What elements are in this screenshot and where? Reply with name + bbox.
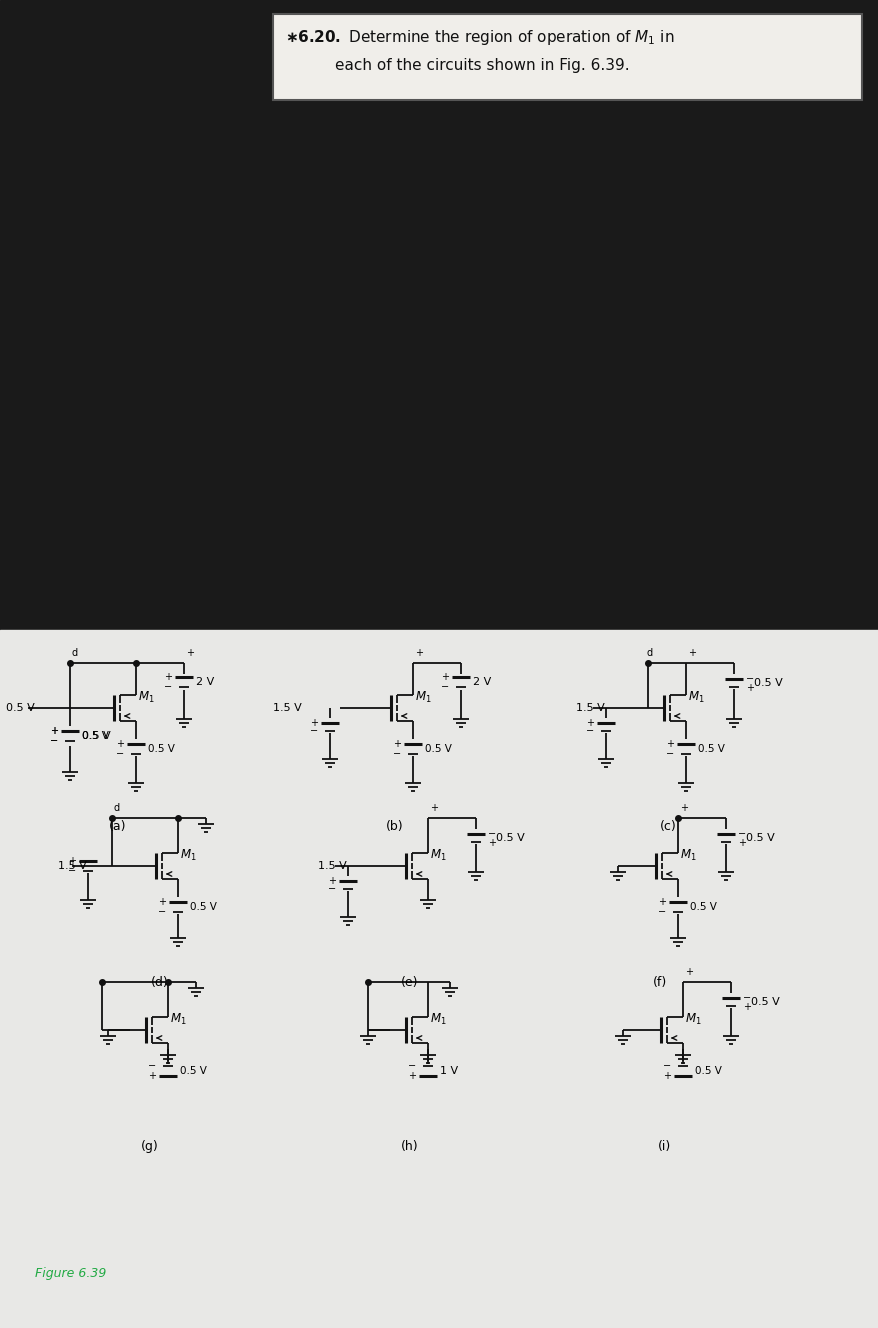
Text: +: + (429, 803, 437, 813)
Text: +: + (392, 738, 400, 749)
Text: $M_1$: $M_1$ (680, 847, 696, 863)
Text: +: + (441, 672, 449, 683)
FancyBboxPatch shape (273, 15, 861, 100)
Text: 0.5 V: 0.5 V (753, 679, 782, 688)
Text: 0.5 V: 0.5 V (190, 902, 217, 912)
Text: +: + (50, 726, 58, 736)
Text: −: − (487, 829, 495, 839)
Text: (i): (i) (658, 1139, 671, 1153)
Text: 1.5 V: 1.5 V (58, 861, 87, 871)
Text: +: + (327, 876, 335, 886)
Text: +: + (666, 738, 673, 749)
Text: 0.5 V: 0.5 V (148, 744, 175, 754)
Text: +: + (414, 648, 422, 657)
Text: $\mathbf{\ast6.20.}$ Determine the region of operation of $M_1$ in: $\mathbf{\ast6.20.}$ Determine the regio… (284, 28, 673, 46)
Text: $M_1$: $M_1$ (429, 1012, 446, 1027)
Text: $M_1$: $M_1$ (180, 847, 197, 863)
Text: +: + (116, 738, 124, 749)
Text: +: + (164, 672, 172, 683)
Bar (0, 0, 878, 633)
Text: $M_1$: $M_1$ (684, 1012, 701, 1027)
Text: 0.5 V: 0.5 V (6, 703, 35, 713)
Text: +: + (158, 896, 166, 907)
Text: (d): (d) (151, 976, 169, 989)
Text: Figure 6.39: Figure 6.39 (35, 1267, 106, 1280)
Text: +: + (186, 648, 194, 657)
Text: −: − (158, 907, 166, 918)
Text: (c): (c) (658, 819, 675, 833)
Text: +: + (487, 838, 495, 849)
Text: 1.5 V: 1.5 V (318, 861, 346, 871)
Text: 0.5 V: 0.5 V (82, 730, 111, 741)
Text: 0.5 V: 0.5 V (697, 744, 724, 754)
Text: −: − (738, 829, 745, 839)
Text: +: + (745, 683, 753, 693)
Text: 0.5 V: 0.5 V (82, 730, 109, 741)
Text: (g): (g) (141, 1139, 159, 1153)
Text: −: − (742, 993, 751, 1003)
Text: each of the circuits shown in Fig. 6.39.: each of the circuits shown in Fig. 6.39. (335, 58, 629, 73)
Text: $M_1$: $M_1$ (429, 847, 446, 863)
Text: 0.5 V: 0.5 V (180, 1066, 206, 1076)
Text: 2 V: 2 V (196, 677, 214, 687)
Text: (a): (a) (109, 819, 126, 833)
Text: +: + (658, 896, 666, 907)
Text: +: + (407, 1070, 415, 1081)
Text: 1 V: 1 V (440, 1066, 457, 1076)
Text: −: − (586, 726, 594, 736)
Text: +: + (680, 803, 687, 813)
Text: −: − (50, 736, 58, 746)
Text: +: + (586, 718, 594, 728)
Text: −: − (407, 1061, 415, 1070)
Text: +: + (310, 718, 318, 728)
Text: $M_1$: $M_1$ (414, 691, 431, 705)
Text: $M_1$: $M_1$ (169, 1012, 186, 1027)
Text: +: + (687, 648, 695, 657)
Text: +: + (68, 857, 76, 866)
Text: +: + (662, 1070, 670, 1081)
Text: −: − (310, 726, 318, 736)
Text: 1.5 V: 1.5 V (273, 703, 302, 713)
Text: d: d (114, 803, 120, 813)
Text: +: + (50, 726, 58, 736)
Text: 1.5 V: 1.5 V (575, 703, 604, 713)
Text: −: − (745, 675, 753, 684)
Text: −: − (657, 907, 666, 918)
Text: +: + (148, 1070, 155, 1081)
Text: −: − (662, 1061, 670, 1070)
Text: −: − (666, 749, 673, 760)
Text: 0.5 V: 0.5 V (745, 833, 774, 843)
Text: (e): (e) (400, 976, 418, 989)
Text: 0.5 V: 0.5 V (425, 744, 451, 754)
Text: 0.5 V: 0.5 V (495, 833, 524, 843)
Text: 2 V: 2 V (472, 677, 491, 687)
Text: +: + (742, 1003, 750, 1012)
Bar (0, 629, 878, 1328)
Text: $M_1$: $M_1$ (687, 691, 704, 705)
Text: $M_1$: $M_1$ (138, 691, 155, 705)
Text: d: d (72, 648, 78, 657)
Text: −: − (327, 884, 335, 894)
Text: −: − (163, 683, 172, 692)
Text: −: − (392, 749, 400, 760)
Text: −: − (148, 1061, 155, 1070)
Text: −: − (68, 866, 76, 876)
Text: −: − (50, 736, 58, 746)
Text: −: − (116, 749, 124, 760)
Text: −: − (441, 683, 449, 692)
Text: +: + (738, 838, 745, 849)
Text: 0.5 V: 0.5 V (689, 902, 716, 912)
Text: +: + (684, 967, 692, 977)
Text: 0.5 V: 0.5 V (750, 997, 779, 1007)
Text: (f): (f) (652, 976, 666, 989)
Text: 0.5 V: 0.5 V (694, 1066, 721, 1076)
Text: (b): (b) (385, 819, 403, 833)
Text: (h): (h) (400, 1139, 418, 1153)
Text: d: d (646, 648, 652, 657)
